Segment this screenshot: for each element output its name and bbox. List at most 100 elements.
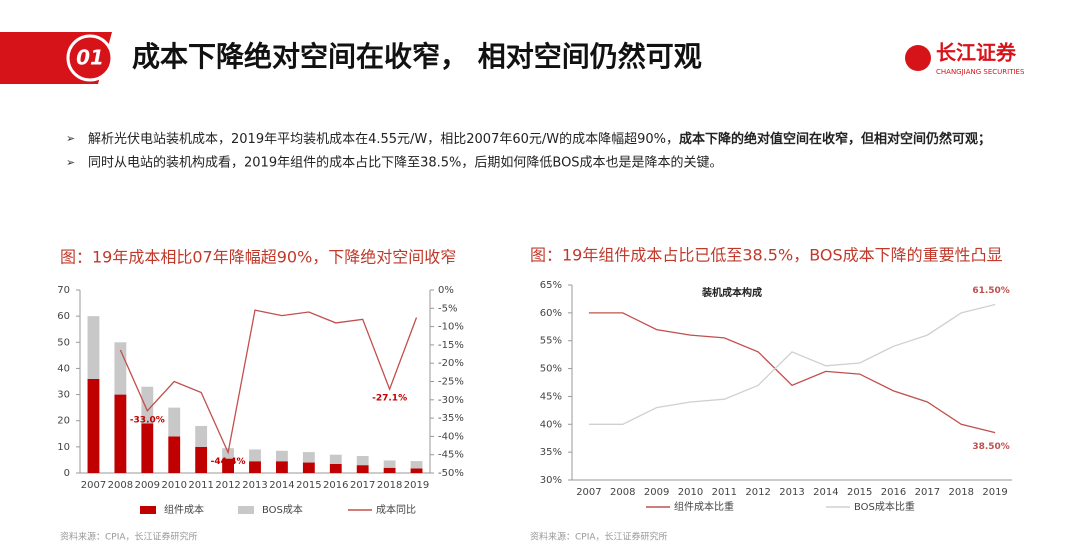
legend-label: 成本同比 [376, 503, 416, 516]
bar [302, 452, 315, 463]
line [588, 303, 996, 425]
y-tick-label: 60 [57, 311, 70, 322]
bar [168, 407, 181, 437]
bar [410, 461, 423, 469]
bar [410, 468, 423, 473]
bar [222, 458, 234, 473]
bar [114, 394, 127, 473]
y2-tick-label: -30% [438, 395, 464, 406]
y-tick-label: 10 [57, 442, 70, 453]
bar [141, 386, 154, 424]
y-tick-label: 60% [540, 308, 562, 319]
x-tick-label: 2013 [779, 487, 804, 498]
bar [356, 456, 369, 466]
bar [168, 436, 181, 473]
bar [87, 316, 100, 379]
x-tick-label: 2011 [712, 487, 737, 498]
legend-swatch [140, 506, 156, 514]
y-tick-label: 55% [540, 336, 562, 347]
x-tick-label: 2014 [269, 480, 294, 491]
data-label: 38.50% [972, 442, 1010, 452]
y-tick-label: 50% [540, 364, 562, 375]
logo-mark [905, 45, 931, 71]
legend-label: 组件成本 [164, 503, 204, 516]
x-tick-label: 2008 [610, 487, 635, 498]
y-tick-label: 40 [57, 363, 70, 374]
x-tick-label: 2016 [881, 487, 906, 498]
y-tick-label: 70 [57, 285, 70, 296]
bar [383, 460, 396, 468]
x-tick-label: 2008 [108, 480, 133, 491]
logo-text: 长江证券 [936, 41, 1017, 65]
y-tick-label: 20 [57, 416, 70, 427]
x-tick-label: 2013 [242, 480, 267, 491]
bar [249, 461, 261, 473]
number-badge [66, 34, 114, 82]
y-tick-label: 30% [540, 475, 562, 486]
x-tick-label: 2010 [678, 487, 703, 498]
logo-subtext: CHANGJIANG SECURITIES [936, 68, 1025, 76]
y2-tick-label: -20% [438, 358, 464, 369]
x-tick-label: 2009 [644, 487, 669, 498]
bullet-text: 同时从电站的装机构成看，2019年组件的成本占比下降至38.5%，后期如何降低B… [88, 155, 723, 171]
x-tick-label: 2012 [215, 480, 240, 491]
y2-tick-label: -25% [438, 377, 464, 388]
bar [141, 423, 154, 473]
bar [195, 446, 208, 473]
x-tick-label: 2012 [745, 487, 770, 498]
y-tick-label: 40% [540, 419, 562, 430]
data-label: -44.4% [211, 457, 246, 467]
data-label: 61.50% [972, 286, 1010, 296]
x-tick-label: 2009 [135, 480, 160, 491]
line [588, 312, 996, 434]
y2-tick-label: 0% [438, 285, 454, 296]
bar [329, 463, 342, 473]
bar [383, 467, 396, 473]
y2-tick-label: -10% [438, 322, 464, 333]
bar [302, 462, 315, 473]
x-tick-label: 2007 [81, 480, 106, 491]
y2-tick-label: -5% [438, 303, 457, 314]
bar [249, 449, 261, 462]
bar [276, 461, 288, 473]
bar [87, 378, 100, 473]
x-tick-label: 2019 [404, 480, 429, 491]
data-label: -33.0% [130, 415, 165, 425]
y2-tick-label: -15% [438, 340, 464, 351]
slide-title: 成本下降绝对空间在收窄， 相对空间仍然可观 [132, 40, 702, 73]
legend-label: BOS成本比重 [854, 500, 915, 513]
y2-tick-label: -50% [438, 468, 464, 479]
source-note: 资料来源：CPIA，长江证券研究所 [60, 531, 198, 543]
data-label: -27.1% [372, 394, 407, 404]
bar [276, 450, 288, 462]
bar [114, 342, 127, 395]
x-tick-label: 2018 [949, 487, 974, 498]
y-tick-label: 45% [540, 391, 562, 402]
bar [329, 454, 342, 464]
legend-swatch [238, 506, 254, 514]
x-tick-label: 2015 [296, 480, 321, 491]
x-tick-label: 2018 [377, 480, 402, 491]
x-tick-label: 2015 [847, 487, 872, 498]
line [119, 309, 418, 455]
bullet-text: 解析光伏电站装机成本，2019年平均装机成本在4.55元/W，相比2007年60… [88, 131, 679, 147]
x-tick-label: 2017 [915, 487, 940, 498]
bullet-marker: ➢ [66, 132, 75, 145]
legend-label: 组件成本比重 [674, 500, 734, 513]
x-tick-label: 2011 [188, 480, 213, 491]
x-tick-label: 2007 [576, 487, 601, 498]
chart-subtitle: 装机成本构成 [701, 286, 762, 299]
y-tick-label: 50 [57, 337, 70, 348]
x-tick-label: 2010 [162, 480, 187, 491]
legend-label: BOS成本 [262, 503, 303, 516]
x-tick-label: 2017 [350, 480, 375, 491]
x-tick-label: 2019 [982, 487, 1007, 498]
y-tick-label: 0 [64, 468, 70, 479]
bar [356, 465, 369, 473]
bullet-marker: ➢ [66, 156, 75, 169]
x-tick-label: 2016 [323, 480, 348, 491]
y-tick-label: 65% [540, 280, 562, 291]
source-note: 资料来源：CPIA，长江证券研究所 [530, 531, 668, 543]
